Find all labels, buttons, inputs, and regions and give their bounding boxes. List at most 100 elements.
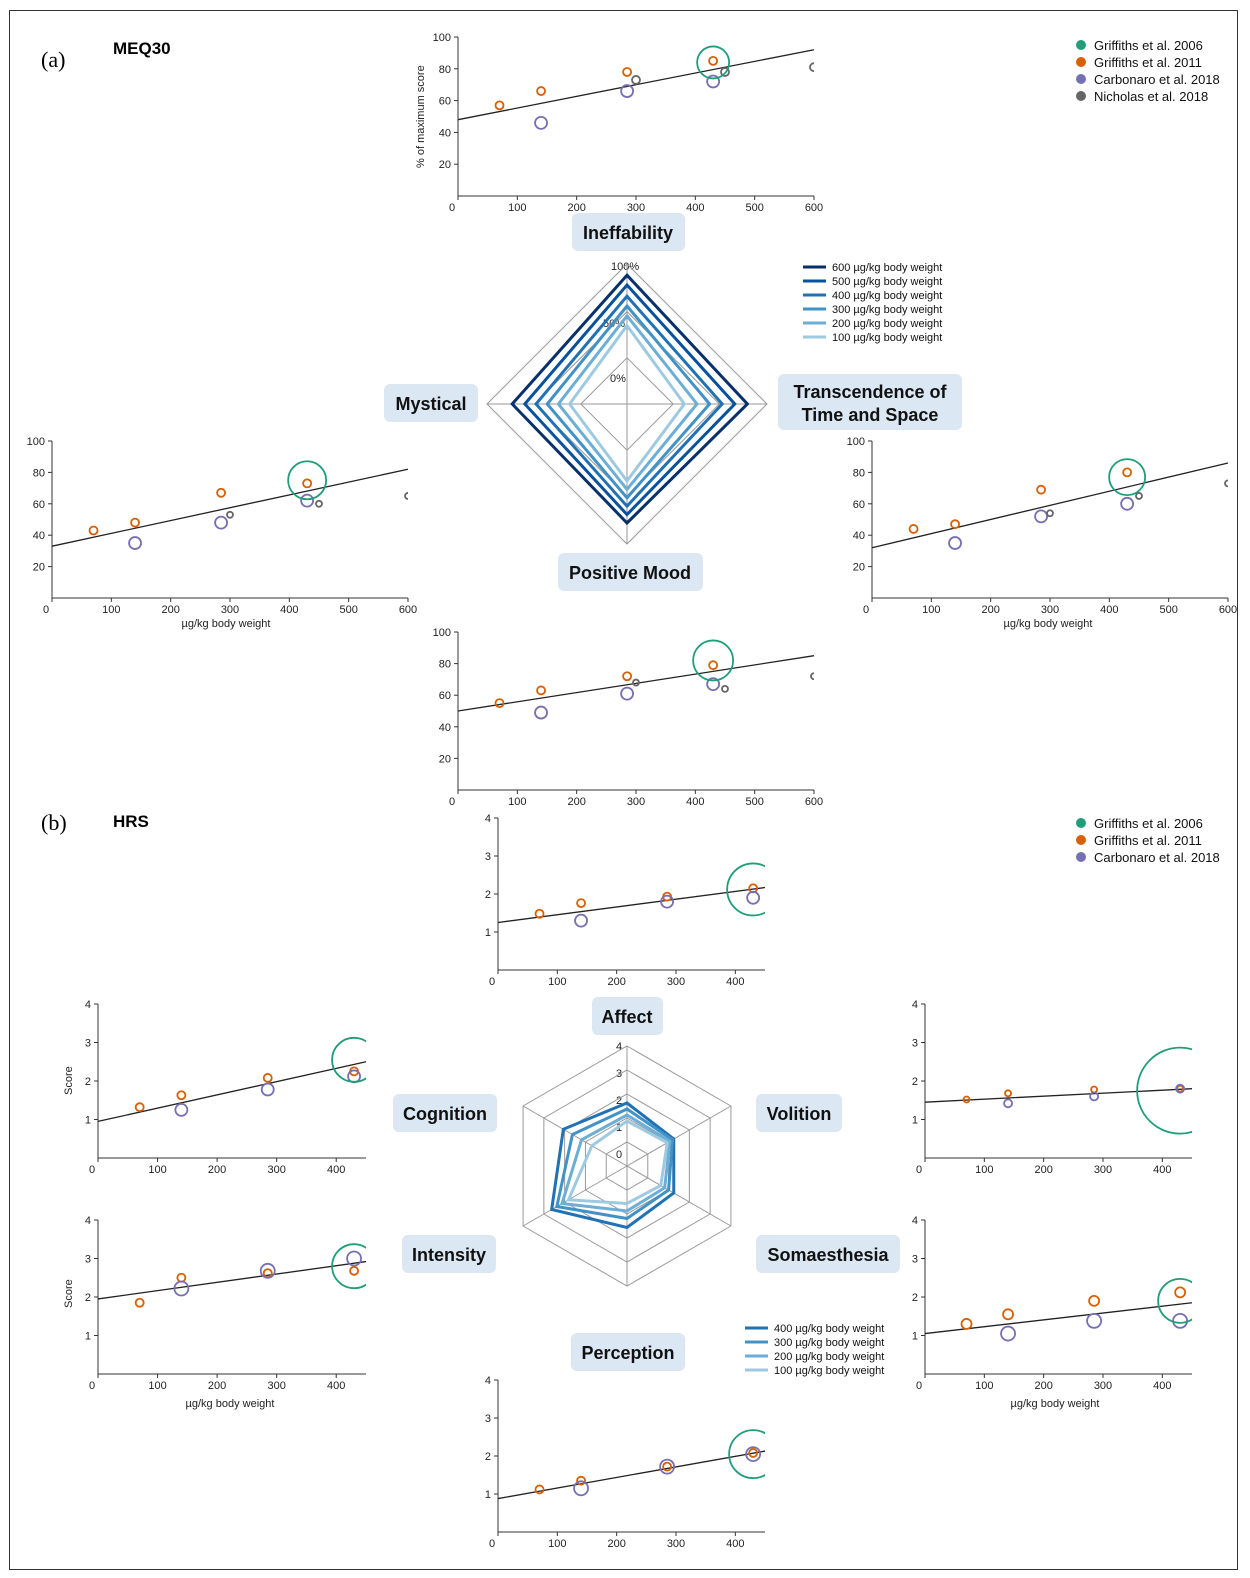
x-tick-label: 400 [1153, 1380, 1171, 1392]
y-tick-label: 1 [912, 1115, 918, 1127]
x-tick-label: 500 [1159, 604, 1177, 616]
point-carbonaro2018 [948, 536, 962, 550]
point-carbonaro2018 [620, 84, 634, 98]
x-tick-label: 500 [339, 604, 357, 616]
x-tick-label: 400 [327, 1164, 345, 1176]
point-griffiths2011 [534, 908, 545, 919]
radar-series-line [522, 282, 737, 517]
radar-series-line [555, 1107, 675, 1221]
legend-entry: Carbonaro et al. 2018 [1094, 72, 1220, 87]
y-tick-label: 3 [485, 851, 491, 863]
point-griffiths2011 [494, 698, 505, 708]
x-tick-label: 600 [399, 604, 417, 616]
scatter-chart: 0 100 200 300 400 1 2 3 4 [485, 813, 766, 988]
point-carbonaro2018 [534, 705, 548, 720]
y-tick-label: 80 [439, 659, 451, 671]
point-griffiths2011 [708, 660, 719, 671]
y-tick-label: 4 [912, 1215, 918, 1227]
point-nicholas2018 [1224, 479, 1228, 488]
legend-entry: Griffiths et al. 2006 [1094, 816, 1203, 831]
point-griffiths2011 [536, 86, 546, 96]
point-carbonaro2018 [660, 894, 674, 909]
legend-entry: 200 µg/kg body weight [832, 318, 942, 330]
x-tick-label: 0 [43, 604, 49, 616]
y-tick-label: 100 [433, 32, 451, 44]
point-carbonaro2018 [300, 493, 315, 508]
x-tick-label: 500 [745, 202, 763, 214]
label-bg [592, 997, 663, 1035]
label-bg [778, 374, 962, 430]
x-tick-label: 200 [1034, 1380, 1052, 1392]
y-tick-label: 20 [33, 562, 45, 574]
fit-line [497, 1450, 766, 1500]
y-tick-label: 60 [853, 499, 865, 511]
point-griffiths2011 [1004, 1089, 1012, 1098]
y-tick-label: 100 [27, 436, 45, 448]
x-tick-label: 300 [667, 1538, 685, 1550]
x-tick-label: 100 [548, 1538, 566, 1550]
point-nicholas2018 [721, 684, 729, 693]
radar-series-line [560, 1113, 672, 1213]
x-tick-label: 300 [627, 796, 645, 808]
point-griffiths2011 [962, 1095, 971, 1104]
legend-dot [1076, 57, 1086, 67]
fit-line [924, 1088, 1193, 1103]
y-tick-label: 4 [912, 999, 918, 1011]
legend-entry: Griffiths et al. 2011 [1094, 833, 1202, 848]
label-bg [571, 1333, 685, 1371]
radar-chart [522, 1045, 732, 1287]
point-carbonaro2018 [259, 1262, 276, 1279]
y-tick-label: 3 [485, 1413, 491, 1425]
y-tick-label: 2 [912, 1076, 918, 1088]
label-affect: Affect [601, 1007, 652, 1027]
point-carbonaro2018 [346, 1250, 362, 1267]
label-somaesthesia: Somaesthesia [767, 1245, 889, 1265]
point-griffiths2011 [708, 55, 719, 66]
point-griffiths2011 [748, 1448, 759, 1458]
x-tick-label: 300 [1094, 1380, 1112, 1392]
points-group [494, 639, 814, 720]
label-bg [402, 1235, 496, 1273]
radar-series-line [566, 1119, 669, 1206]
x-tick-label: 100 [148, 1164, 166, 1176]
x-tick-label: 200 [607, 976, 625, 988]
y-tick-label: 4 [485, 1375, 491, 1387]
intensity-ylabel: Score [63, 1279, 75, 1308]
radar-legend-b: 400 µg/kg body weight 300 µg/kg body wei… [745, 1323, 884, 1377]
point-griffiths2011 [134, 1102, 145, 1113]
point-griffiths2011 [349, 1265, 359, 1276]
point-griffiths2006 [1108, 458, 1147, 497]
point-carbonaro2018 [1175, 1083, 1186, 1094]
fit-line [871, 462, 1229, 549]
legend-entry: 300 µg/kg body weight [774, 1337, 884, 1349]
x-tick-label: 100 [102, 604, 120, 616]
y-tick-label: 80 [439, 64, 451, 76]
x-tick-label: 300 [627, 202, 645, 214]
legend-dot [1076, 91, 1086, 101]
figure-frame [9, 10, 1238, 1570]
scatter-chart: 0 100 200 300 400 500 600 20 40 60 80 100 [433, 627, 824, 808]
points-group [962, 1046, 1192, 1135]
legend-dot [1076, 40, 1086, 50]
label-bg [384, 384, 478, 422]
x-tick-label: 200 [981, 604, 999, 616]
legend-entry: 600 µg/kg body weight [832, 262, 942, 274]
x-tick-label: 0 [489, 976, 495, 988]
point-carbonaro2018 [534, 115, 548, 130]
radar-chart [486, 263, 768, 545]
y-tick-label: 2 [85, 1292, 91, 1304]
x-tick-label: 400 [726, 976, 744, 988]
x-tick-label: 600 [805, 202, 823, 214]
point-griffiths2011 [88, 525, 99, 536]
x-tick-label: 300 [1041, 604, 1059, 616]
y-tick-label: 2 [485, 889, 491, 901]
point-griffiths2011 [960, 1318, 973, 1330]
x-tick-label: 0 [89, 1380, 95, 1392]
points-group [134, 1036, 366, 1117]
point-nicholas2018 [315, 499, 323, 508]
point-griffiths2006 [1136, 1046, 1192, 1135]
fit-line [457, 655, 815, 712]
radar-series-line [534, 293, 725, 509]
x-tick-label: 400 [686, 796, 704, 808]
